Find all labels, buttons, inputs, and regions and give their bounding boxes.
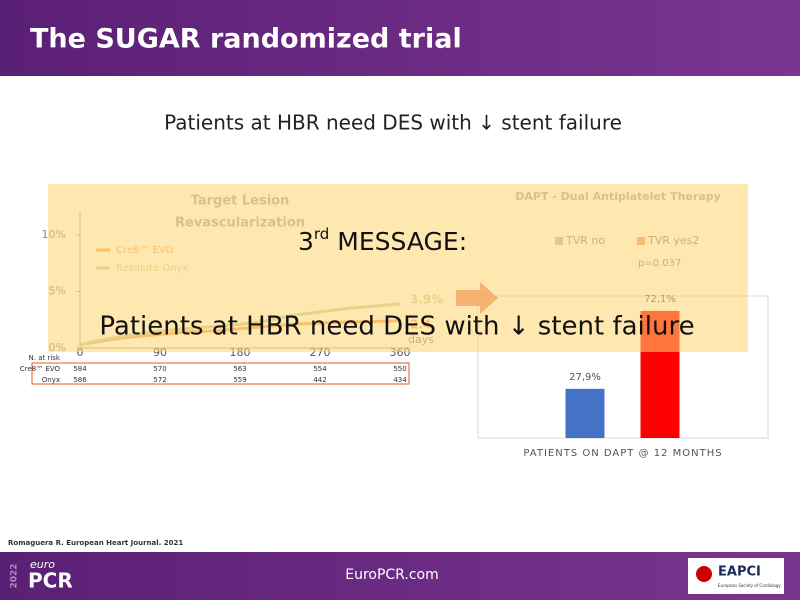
at-risk-value: 586 xyxy=(73,376,87,384)
overlay-text: Patients at HBR need DES with ↓ stent fa… xyxy=(99,312,694,342)
footer-url: EuroPCR.com xyxy=(345,567,439,583)
at-risk-value: 554 xyxy=(313,365,327,373)
x-tick-label: 0 xyxy=(77,346,84,359)
at-risk-label: N. at risk xyxy=(29,354,61,362)
logo-year: 2022 xyxy=(10,563,20,588)
value-label: 27,9% xyxy=(569,372,601,383)
arrow xyxy=(456,282,498,314)
footer-bar xyxy=(0,552,800,600)
x-axis-label: PATIENTS ON DAPT @ 12 MONTHS xyxy=(523,448,722,459)
at-risk-value: 550 xyxy=(393,365,406,373)
header-bar xyxy=(0,0,800,76)
logo-euro: euro xyxy=(30,558,55,571)
bar xyxy=(565,388,605,438)
at-risk-value: 563 xyxy=(233,365,246,373)
overlay-num: 3 xyxy=(298,227,314,256)
overlay-heading: 3rd MESSAGE: xyxy=(298,225,467,257)
overlay-box xyxy=(48,184,748,352)
at-risk-value: 442 xyxy=(313,376,326,384)
at-risk-value: 584 xyxy=(73,365,87,373)
at-risk-value: 572 xyxy=(153,376,166,384)
logo-pcr: PCR xyxy=(28,569,73,593)
slide-title: The SUGAR randomized trial xyxy=(30,24,462,55)
overlay-sup: rd xyxy=(314,225,329,243)
at-risk-name: Cre8™ EVO xyxy=(20,365,61,373)
subtitle: Patients at HBR need DES with ↓ stent fa… xyxy=(164,111,622,135)
citation: Romaguera R. European Heart Journal. 202… xyxy=(8,539,183,547)
at-risk-value: 559 xyxy=(233,376,246,384)
partner-sub: European Society of Cardiology xyxy=(718,583,781,588)
at-risk-box xyxy=(31,362,410,385)
at-risk-value: 434 xyxy=(393,376,407,384)
at-risk-name: Onyx xyxy=(42,376,60,384)
partner-name: EAPCI xyxy=(718,565,761,580)
partner-icon xyxy=(696,566,712,582)
at-risk-value: 570 xyxy=(153,365,166,373)
overlay-word: MESSAGE: xyxy=(329,227,467,256)
